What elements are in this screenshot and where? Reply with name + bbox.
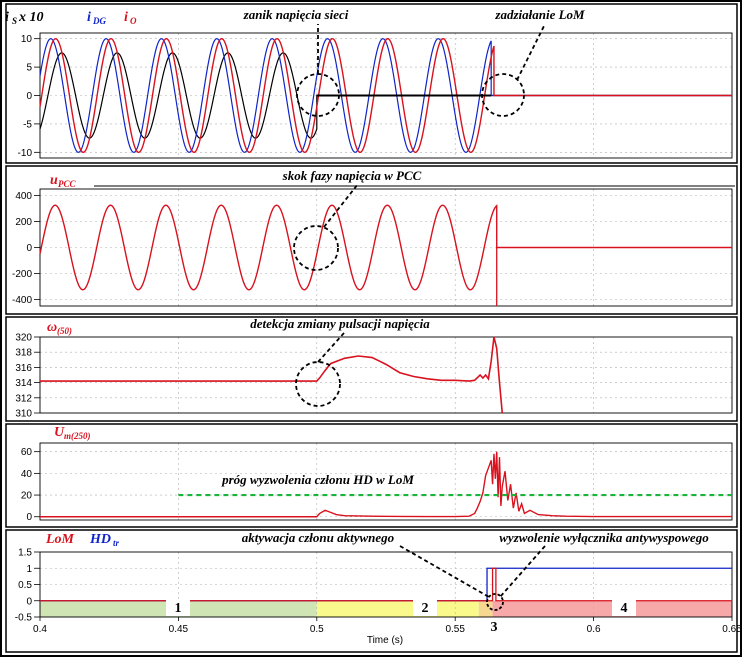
idg-curve	[39, 38, 732, 153]
legend-omega: ω (50)	[47, 320, 72, 336]
y-tick-label: 400	[15, 191, 32, 202]
y-tick-label: -0.5	[15, 613, 33, 624]
y-tick-label: -200	[12, 269, 32, 280]
x-axis-label: Time (s)	[367, 635, 403, 646]
legend-idg-sub: DG	[92, 16, 106, 26]
y-tick-label: 5	[26, 63, 32, 74]
y-tick-label: 310	[15, 409, 32, 420]
legend-um-sub: m(250)	[64, 431, 91, 441]
zone-label-4: 4	[621, 601, 628, 616]
legend-upcc: u	[50, 173, 58, 188]
legend-hdtr-sub: tr	[113, 538, 120, 548]
panel-frame-lom	[5, 529, 738, 653]
y-tick-label: -5	[23, 119, 32, 130]
annotation-zadzialanie: zadziałanie LoM	[494, 7, 585, 22]
y-tick-label: 318	[15, 348, 32, 359]
omega-curve	[40, 336, 504, 414]
legend-omega: ω	[47, 320, 57, 335]
y-tick-label: 314	[15, 378, 32, 389]
zone-label-3: 3	[491, 620, 498, 635]
legend-idg: i	[87, 10, 91, 25]
zone-2-band	[316, 600, 479, 617]
y-tick-label: 1.5	[18, 548, 32, 559]
y-tick-label: 0	[26, 512, 32, 523]
um-curve	[40, 451, 732, 518]
y-tick-label: 0.5	[18, 580, 32, 591]
circle-marker	[486, 593, 504, 611]
y-tick-label: 10	[21, 34, 33, 45]
plot-area-um	[39, 442, 733, 521]
y-tick-label: -10	[18, 148, 33, 159]
annotation-skok: skok fazy napięcia w PCC	[282, 168, 422, 183]
zone-label-box	[612, 600, 636, 616]
legend-is-x10: i	[5, 10, 9, 25]
x-tick-label: 0.6	[587, 624, 601, 635]
y-tick-label: 0	[26, 243, 32, 254]
plot-area-lom	[39, 551, 733, 618]
y-tick-label: 60	[21, 447, 33, 458]
annotation-wyzwolenie: wyzwolenie wyłącznika antywyspowego	[499, 530, 709, 545]
legend-upcc-sub: PCC	[58, 179, 77, 189]
x-tick-label: 0.45	[169, 624, 189, 635]
zone-label-1: 1	[175, 601, 182, 616]
legend-upcc: u PCC	[50, 173, 77, 189]
legend-um: U	[54, 425, 65, 440]
annotation-leader	[516, 23, 546, 81]
y-tick-label: 0	[26, 91, 32, 102]
axes-omega: 320 318 316 314 312 310	[15, 333, 733, 420]
legend-lom: LoM HD tr	[45, 532, 120, 548]
plot-area-omega	[39, 336, 733, 414]
is-x10-curve	[39, 52, 732, 139]
io-curve	[39, 37, 732, 154]
annotation-detekcja: detekcja zmiany pulsacji napięcia	[250, 316, 430, 331]
legend-io: i	[124, 10, 128, 25]
x-tick-label: 0.4	[33, 624, 47, 635]
annotation-leader	[399, 545, 490, 598]
y-tick-label: -400	[12, 295, 32, 306]
circle-marker	[295, 361, 341, 407]
zone-3-band	[478, 600, 493, 617]
legend-io-sub: O	[130, 16, 137, 26]
legend-omega-sub: (50)	[57, 326, 72, 336]
y-tick-label: 320	[15, 333, 32, 344]
circle-marker	[293, 225, 339, 271]
legend-is-x10-sub: S	[12, 16, 17, 26]
y-tick-label: 20	[21, 491, 33, 502]
y-tick-label: 200	[15, 217, 32, 228]
y-tick-label: 316	[15, 363, 32, 374]
y-tick-label: 312	[15, 393, 32, 404]
x-tick-label: 0.5	[310, 624, 324, 635]
x-tick-label: 0.65	[722, 624, 742, 635]
annotation-zanik: zanik napięcia sieci	[243, 7, 349, 22]
panel-frame-um	[5, 423, 738, 528]
panel-frame-omega	[5, 316, 738, 422]
threshold-label: próg wyzwolenia członu HD w LoM	[221, 472, 414, 487]
zone-label-2: 2	[422, 601, 429, 616]
annotation-aktywacja: aktywacja członu aktywnego	[242, 530, 395, 545]
panel-frame-currents	[5, 3, 738, 164]
legend-hdtr: HD	[89, 532, 111, 547]
x-tick-label: 0.55	[445, 624, 465, 635]
y-tick-label: 1	[26, 564, 32, 575]
legend-is-x10-suffix: x 10	[18, 10, 44, 25]
y-tick-label: 40	[21, 469, 33, 480]
circle-marker	[481, 73, 525, 117]
annotation-leader	[323, 183, 359, 228]
zone-label-box	[413, 600, 437, 616]
zone-label-box	[166, 600, 190, 616]
annotation-leader	[499, 545, 546, 598]
panel-frame-upcc	[5, 165, 738, 315]
y-tick-label: 0	[26, 596, 32, 607]
upcc-curve	[39, 204, 732, 291]
legend-lom: LoM	[45, 532, 75, 547]
